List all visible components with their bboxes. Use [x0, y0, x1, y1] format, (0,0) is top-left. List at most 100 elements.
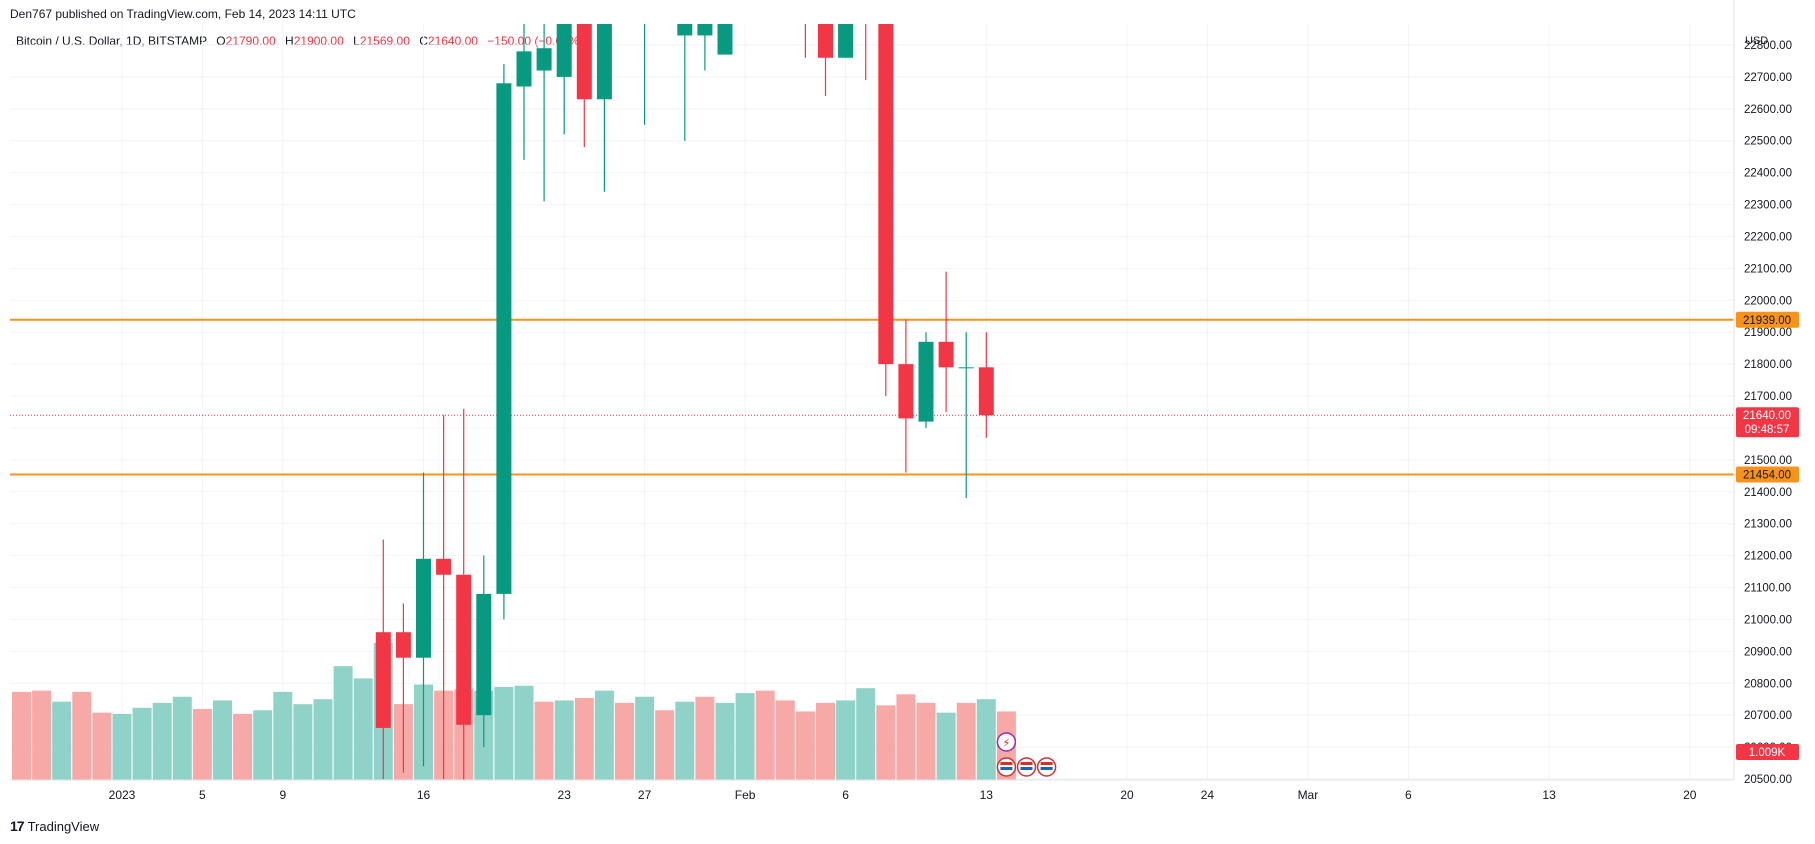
candle-body: [717, 24, 733, 55]
volume-bar: [836, 700, 856, 780]
volume-bar: [92, 712, 112, 780]
volume-bar: [333, 666, 353, 780]
volume-bar: [534, 701, 554, 780]
tradingview-brand[interactable]: 17 TradingView: [10, 818, 99, 834]
candle-body: [918, 341, 934, 422]
time-tick-label: 23: [558, 788, 572, 802]
volume-bar: [12, 691, 31, 780]
volume-bar: [554, 700, 574, 780]
price-tick-label: 21200.00: [1744, 551, 1792, 563]
low-label: L: [353, 34, 360, 48]
volume-value-tag-text: 1.009K: [1749, 747, 1786, 759]
brand-name: TradingView: [27, 818, 100, 834]
volume-bar: [313, 699, 333, 780]
price-tick-label: 21100.00: [1744, 583, 1791, 595]
volume-bar: [72, 691, 92, 780]
candle-body: [496, 83, 512, 594]
time-tick-label: 6: [1405, 788, 1412, 802]
time-tick-label: 24: [1201, 788, 1215, 802]
volume-bar: [936, 712, 956, 780]
time-axis[interactable]: 2023 5 9 16 23 27 Feb 6 13 20 24 Mar 6 13 20: [10, 779, 1734, 802]
volume-bar: [695, 696, 715, 780]
volume-bar: [675, 701, 695, 780]
last-price-tag: [1736, 407, 1799, 438]
level-price-tag: [1736, 311, 1799, 328]
volume-bar: [956, 702, 976, 780]
price-tick-label: 21400.00: [1744, 487, 1792, 499]
price-tick-label: 21900.00: [1744, 327, 1792, 339]
candle-body: [576, 24, 592, 100]
time-tick-label: 5: [199, 788, 206, 802]
volume-bar: [594, 690, 614, 780]
candles: [375, 24, 994, 780]
volume-bar: [775, 700, 795, 780]
volume-bar: [213, 700, 232, 780]
volume-bar: [494, 686, 514, 780]
candle-body: [697, 24, 713, 36]
candle-body: [978, 367, 994, 416]
time-tick-label: 2023: [109, 788, 136, 802]
price-tick-label: 21700.00: [1744, 391, 1792, 403]
volume-bar: [32, 690, 52, 780]
time-tick-label: Feb: [735, 788, 756, 802]
price-tick-label: 22600.00: [1744, 104, 1792, 116]
volume-bar: [172, 696, 192, 780]
horizontal-levels[interactable]: [10, 318, 1734, 476]
last-price-tag-text: 09:48:57: [1745, 424, 1790, 436]
tradingview-logo-icon: 17: [10, 818, 25, 834]
flag-stripe: [1040, 762, 1053, 765]
grid-lines: [10, 24, 1734, 780]
volume-bar: [876, 705, 896, 780]
flag-stripe: [1000, 767, 1013, 770]
candle-body: [677, 24, 693, 36]
volume-bar: [353, 678, 373, 780]
price-tick-label: 20500.00: [1744, 774, 1792, 786]
volume-bar: [574, 697, 594, 780]
event-markers[interactable]: ⚡: [996, 732, 1057, 777]
price-tick-label: 22000.00: [1744, 295, 1792, 307]
price-tick-label: 20700.00: [1744, 710, 1792, 722]
volume-bar: [514, 685, 534, 780]
high-label: H: [285, 34, 294, 48]
volume-bar: [816, 702, 835, 780]
candle-body: [958, 367, 974, 369]
time-tick-label: Mar: [1298, 788, 1319, 802]
published-info: Den767 published on TradingView.com, Feb…: [10, 7, 356, 21]
last-price-tag-text: 21640.00: [1743, 410, 1791, 422]
price-axis[interactable]: USD20500.0020600.0020700.0020800.0020900…: [1733, 0, 1792, 786]
volume-bar: [152, 702, 172, 780]
price-tick-label: 20900.00: [1744, 646, 1792, 658]
flag-stripe: [1020, 762, 1033, 765]
volume-bar: [112, 713, 132, 780]
price-tick-label: 21300.00: [1744, 519, 1792, 531]
lightning-event-icon[interactable]: [996, 732, 1017, 752]
candle-body: [456, 574, 472, 725]
volume-bars: [12, 642, 1016, 780]
volume-bar: [273, 691, 293, 780]
price-tick-label: 21000.00: [1744, 614, 1792, 626]
time-tick-label: 13: [980, 788, 994, 802]
price-tick-label: 20800.00: [1744, 678, 1792, 690]
time-tick-label: 27: [638, 788, 652, 802]
candle-body: [395, 632, 411, 658]
currency-label: USD: [1745, 35, 1768, 47]
time-tick-label: 16: [417, 788, 431, 802]
volume-bar: [795, 711, 815, 780]
volume-bar: [635, 696, 655, 780]
time-tick-label: 9: [279, 788, 286, 802]
open-label: O: [216, 34, 226, 48]
time-tick-label: 13: [1542, 788, 1556, 802]
flag-stripe: [1020, 767, 1033, 770]
level-price-tag-text: 21454.00: [1743, 470, 1791, 482]
flag-stripe: [1000, 762, 1013, 765]
time-tick-label: 20: [1120, 788, 1134, 802]
volume-bar: [735, 693, 755, 780]
candle-body: [596, 24, 612, 100]
volume-bar: [233, 713, 253, 780]
candle-body: [556, 24, 572, 77]
volume-bar: [856, 688, 876, 780]
price-tick-label: 22700.00: [1744, 72, 1792, 84]
flag-stripe: [1040, 767, 1053, 770]
price-tick-label: 22300.00: [1744, 200, 1792, 212]
